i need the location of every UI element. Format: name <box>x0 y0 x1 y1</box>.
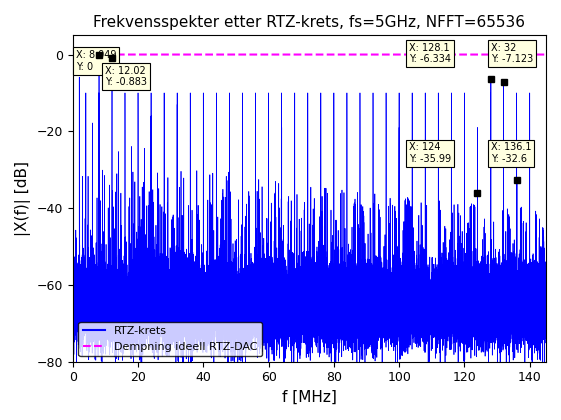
Dempning ideell RTZ-DAC <box>442 52 449 57</box>
Dempning ideell RTZ-DAC <box>287 52 294 57</box>
Title: Frekvensspekter etter RTZ-krets, fs=5GHz, NFFT=65536: Frekvensspekter etter RTZ-krets, fs=5GHz… <box>93 15 526 30</box>
RTZ-krets <box>539 387 546 392</box>
Dempning ideell RTZ-DAC <box>300 52 306 57</box>
RTZ-krets <box>70 292 76 297</box>
RTZ-krets <box>416 315 423 320</box>
Text: X: 32
Y: -7.123: X: 32 Y: -7.123 <box>490 42 533 64</box>
Line: RTZ-krets: RTZ-krets <box>73 55 546 390</box>
RTZ-krets <box>510 286 517 291</box>
RTZ-krets <box>255 315 261 320</box>
Dempning ideell RTZ-DAC <box>70 52 76 57</box>
Text: X: 8.049
Y: 0: X: 8.049 Y: 0 <box>76 50 117 72</box>
RTZ-krets <box>542 299 549 304</box>
RTZ-krets <box>95 52 102 57</box>
Text: X: 124
Y: -35.99: X: 124 Y: -35.99 <box>409 142 451 164</box>
Text: X: 128.1
Y: -6.334: X: 128.1 Y: -6.334 <box>409 42 451 64</box>
Dempning ideell RTZ-DAC <box>542 52 549 57</box>
Dempning ideell RTZ-DAC <box>94 52 100 57</box>
RTZ-krets <box>542 302 549 307</box>
X-axis label: f [MHz]: f [MHz] <box>282 390 337 405</box>
Text: X: 136.1
Y: -32.6: X: 136.1 Y: -32.6 <box>490 142 531 164</box>
RTZ-krets <box>307 255 314 260</box>
Y-axis label: |X(f)| [dB]: |X(f)| [dB] <box>15 161 31 236</box>
Dempning ideell RTZ-DAC <box>529 52 536 57</box>
Dempning ideell RTZ-DAC <box>528 52 535 57</box>
Legend: RTZ-krets, Dempning ideell RTZ-DAC: RTZ-krets, Dempning ideell RTZ-DAC <box>79 322 262 356</box>
RTZ-krets <box>96 317 103 322</box>
Text: X: 12.02
Y: -0.883: X: 12.02 Y: -0.883 <box>105 66 148 87</box>
